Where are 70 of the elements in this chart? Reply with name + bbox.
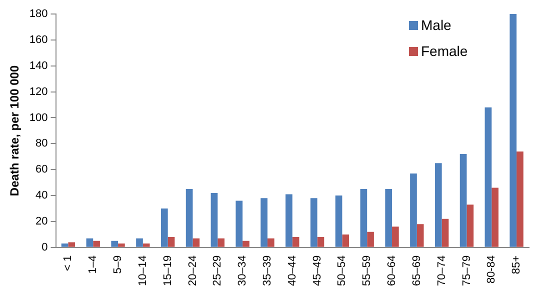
bar	[210, 192, 218, 247]
bar	[93, 240, 100, 247]
y-tick-label: 60	[36, 164, 48, 176]
bar	[367, 232, 374, 247]
legend-label: Male	[421, 16, 452, 33]
bar	[416, 224, 424, 247]
x-tick-label: 60–64	[386, 255, 398, 286]
x-tick-label: 1–4	[87, 255, 100, 274]
bar	[434, 163, 442, 247]
bar	[510, 14, 517, 247]
bar	[242, 240, 250, 247]
bar	[168, 237, 175, 247]
y-tick-label: 100	[29, 112, 48, 124]
y-tick-label: 140	[29, 60, 48, 72]
bar	[385, 189, 392, 247]
bar	[111, 240, 118, 247]
x-tick-label: 15–19	[162, 255, 174, 286]
bar	[484, 107, 492, 247]
bar	[118, 244, 125, 247]
bar	[360, 189, 368, 247]
bar	[267, 238, 274, 247]
x-tick-label: 70–74	[436, 255, 448, 286]
bar	[136, 238, 143, 247]
y-tick-label: 0	[42, 241, 48, 254]
bar	[260, 198, 268, 247]
y-tick-label: 180	[29, 8, 48, 20]
bar	[310, 198, 318, 247]
bar	[410, 174, 417, 247]
y-tick-label: 80	[36, 138, 48, 150]
bar	[460, 154, 467, 247]
x-tick-label: 35–39	[262, 255, 274, 286]
bar	[342, 234, 350, 247]
bar	[492, 188, 498, 247]
x-tick-label: 55–59	[361, 255, 374, 286]
x-tick-label: 5–9	[112, 255, 124, 274]
bar	[292, 237, 300, 247]
x-tick-label: 40–44	[286, 255, 298, 286]
bar	[392, 226, 399, 247]
y-tick-label: 40	[36, 190, 48, 202]
bar	[466, 204, 474, 247]
x-tick-label: 50–54	[336, 255, 348, 286]
x-tick-label: 30–34	[236, 255, 249, 286]
y-tick-label: 160	[29, 34, 48, 46]
x-tick-label: 20–24	[186, 255, 199, 286]
x-tick-label: < 1	[62, 255, 74, 272]
bar	[86, 238, 94, 247]
bar	[516, 151, 524, 247]
bar	[442, 218, 449, 247]
legend-label: Female	[421, 42, 468, 59]
bar	[186, 189, 193, 247]
x-tick-label: 75–79	[460, 255, 473, 286]
bar	[61, 244, 68, 247]
x-tick-label: 10–14	[136, 255, 149, 286]
bar	[68, 242, 76, 247]
bar	[142, 244, 150, 247]
bar	[286, 194, 292, 247]
bar	[335, 196, 342, 247]
y-tick-label: 120	[29, 86, 48, 98]
y-axis-title: Death rate, per 100 000	[8, 65, 22, 196]
bar	[236, 200, 243, 247]
x-tick-label: 85+	[510, 255, 523, 274]
x-tick-label: 80-84	[486, 255, 498, 284]
bar	[192, 238, 200, 247]
bar	[160, 208, 168, 247]
bar	[218, 238, 225, 247]
x-tick-label: 65–69	[410, 255, 423, 286]
x-tick-label: 25–29	[212, 255, 224, 286]
x-tick-label: 45–49	[311, 255, 324, 286]
y-tick-label: 20	[36, 216, 48, 228]
bar	[317, 237, 324, 247]
